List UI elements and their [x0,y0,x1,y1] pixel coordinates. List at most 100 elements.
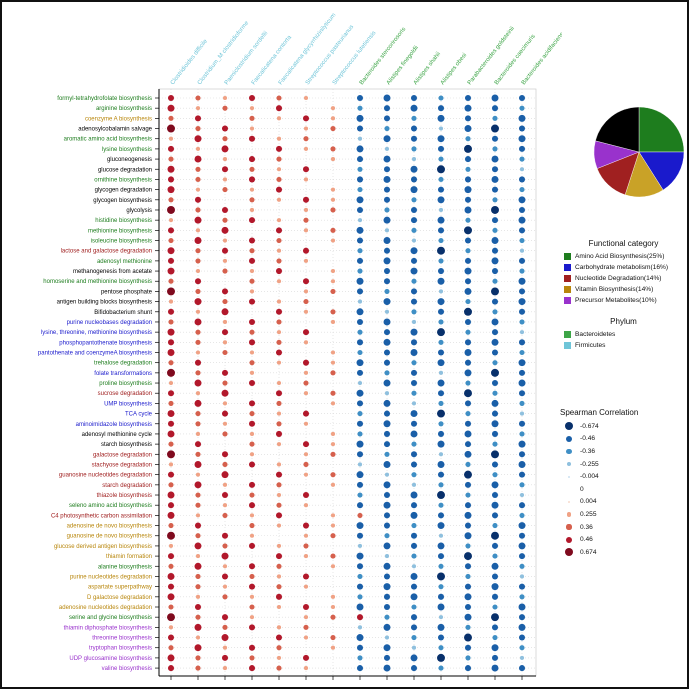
row-label: thiazole biosynthesis [97,493,152,499]
matrix-dot [411,278,417,284]
matrix-dot [249,269,255,274]
matrix-dot [356,583,364,590]
matrix-dot [222,666,228,671]
matrix-dot [249,329,255,335]
matrix-dot [437,359,445,367]
matrix-dot [195,421,201,427]
matrix-dot [330,238,336,243]
spearman-dot-cell [564,472,574,482]
matrix-dot [276,574,282,579]
matrix-dot [248,481,256,488]
matrix-dot [491,247,499,254]
matrix-dot [221,166,229,173]
matrix-dot [195,146,201,151]
matrix-dot [222,105,228,111]
matrix-dot [275,634,283,641]
matrix-dot [330,279,336,284]
matrix-dot [491,512,499,519]
matrix-dot [383,603,391,611]
matrix-dot [411,604,417,610]
matrix-dot [195,258,201,264]
matrix-dot [167,186,175,194]
matrix-dot [491,338,499,346]
legend-swatch [564,342,571,349]
pie-chart-wrap [592,105,686,204]
matrix-dot [167,349,175,356]
matrix-dot [518,288,526,295]
matrix-dot [168,218,174,223]
matrix-dot [275,430,283,437]
matrix-dot [410,502,418,509]
matrix-dot [410,176,418,183]
matrix-dot [195,665,201,671]
matrix-dot [491,613,499,622]
legend-label: Precursor Metabolites(10%) [575,297,657,304]
matrix-dot [249,615,255,620]
matrix-dot [356,420,364,427]
matrix-dot [303,340,309,345]
matrix-dot [465,624,471,630]
spearman-value: -0.46 [580,435,596,443]
matrix-dot [195,502,201,508]
matrix-dot [518,196,526,204]
matrix-dot [357,492,363,498]
matrix-dot [437,522,445,530]
matrix-dot [464,307,472,316]
matrix-dot [492,441,498,447]
matrix-dot [410,288,418,295]
matrix-dot [464,125,472,133]
matrix-dot [519,492,525,498]
spearman-value: 0.004 [580,498,597,506]
matrix-dot [167,430,175,438]
matrix-dot [222,340,228,345]
matrix-dot [194,441,202,448]
matrix-dot [492,390,498,396]
matrix-dot [357,625,363,630]
column-label: Streptococcus pasteurianus [305,24,355,86]
matrix-dot [384,614,390,620]
matrix-dot [356,644,364,651]
matrix-dot [194,115,202,122]
matrix-dot [275,145,283,152]
matrix-dot [167,583,175,590]
matrix-dot [195,584,201,590]
matrix-dot [356,277,364,285]
matrix-dot [248,400,256,407]
matrix-dot [491,287,499,296]
matrix-dot [330,451,336,457]
row-label: valine biosynthesis [102,666,152,672]
matrix-dot [356,176,364,183]
matrix-dot [275,349,283,356]
matrix-dot [383,247,391,254]
matrix-dot [194,542,202,550]
matrix-dot [356,481,364,488]
matrix-dot [464,176,472,183]
matrix-dot [410,624,418,631]
matrix-dot [249,278,255,284]
matrix-dot [249,655,255,661]
matrix-dot [248,502,256,509]
matrix-dot [491,217,499,224]
matrix-dot [221,329,229,336]
spearman-value: -0.255 [580,460,599,468]
matrix-dot [491,399,499,407]
matrix-dot [357,105,363,111]
matrix-dot [518,471,526,478]
matrix-dot [464,441,472,448]
legend-item: Nucleotide Degradation(14%) [564,274,687,283]
matrix-dot [491,583,499,591]
matrix-dot [330,207,336,213]
matrix-dot [330,269,336,274]
matrix-dot [356,400,364,407]
matrix-dot [356,237,364,244]
legend-swatch [564,253,571,260]
row-label: Bifidobacterium shunt [94,310,152,316]
matrix-dot [195,411,201,417]
matrix-dot [167,450,175,459]
matrix-dot [302,278,310,285]
matrix-dot [194,359,202,366]
matrix-dot [276,400,282,406]
matrix-dot [384,472,390,477]
matrix-dot [410,583,418,590]
matrix-dot [438,176,444,182]
